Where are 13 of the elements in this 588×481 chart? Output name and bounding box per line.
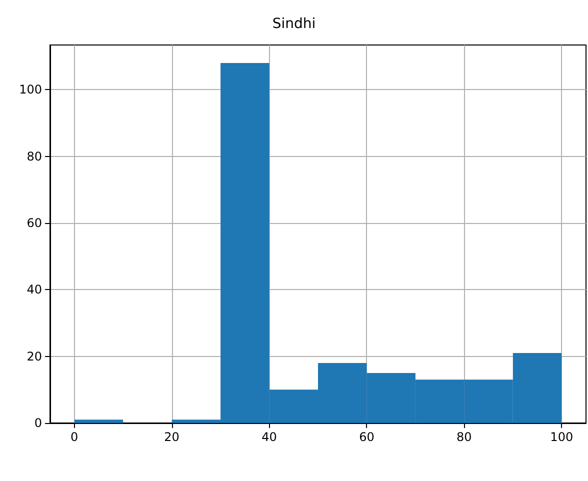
y-tick-label: 20 (26, 349, 42, 364)
x-tick-label: 40 (262, 430, 277, 444)
x-tick-label: 60 (359, 430, 374, 444)
x-tick-label: 100 (550, 430, 574, 444)
y-tick-label: 40 (26, 282, 42, 297)
chart-title: Sindhi (272, 16, 316, 32)
x-tick-label: 0 (70, 430, 78, 444)
y-tick-label: 80 (26, 149, 42, 164)
y-tick-label: 0 (34, 416, 42, 430)
x-tick-label: 80 (456, 430, 472, 444)
x-tick-label: 20 (164, 430, 180, 444)
y-tick-label: 100 (19, 82, 42, 97)
y-tick-label: 60 (26, 216, 42, 230)
